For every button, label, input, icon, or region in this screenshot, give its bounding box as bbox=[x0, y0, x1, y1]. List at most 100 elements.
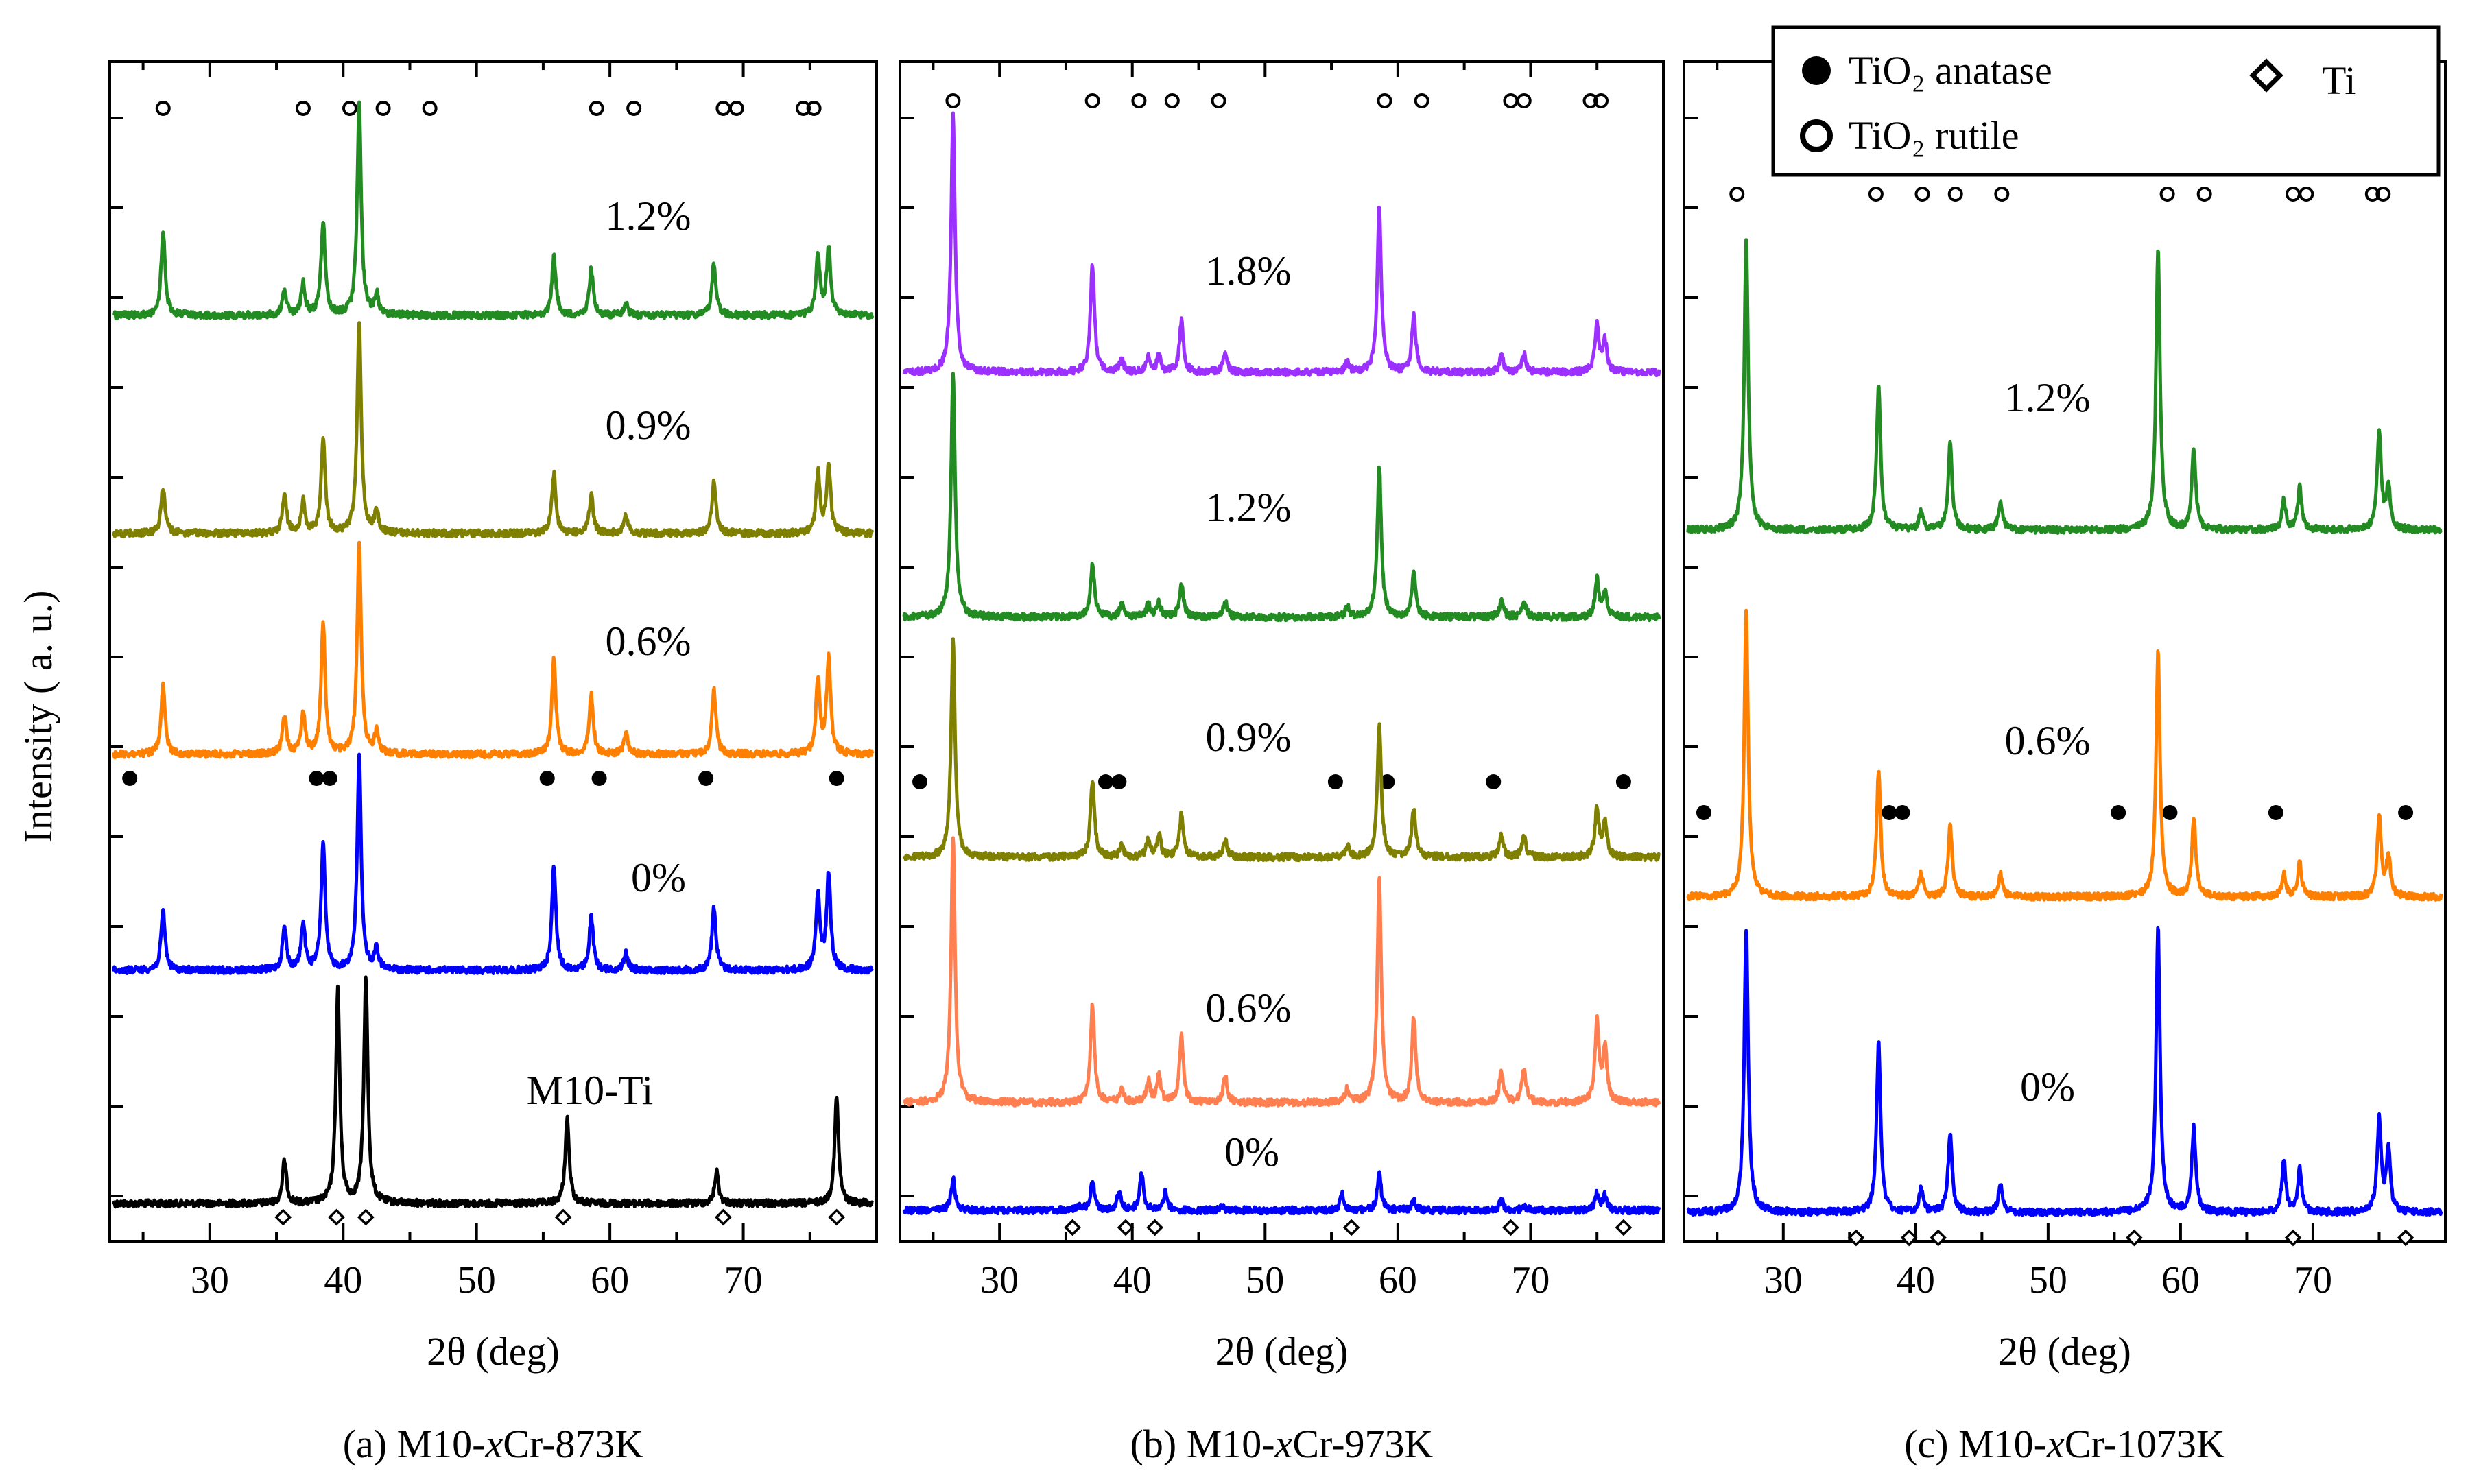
anatase-marker bbox=[591, 771, 607, 786]
rutile-marker bbox=[1914, 187, 1930, 202]
caption-part: Cr-1073K bbox=[2065, 1422, 2225, 1466]
x-tick-label: 50 bbox=[2029, 1259, 2067, 1302]
legend-anatase-text: TiO₂ anatase bbox=[1849, 48, 2052, 93]
legend-box bbox=[1771, 25, 2441, 177]
x-tick-label: 70 bbox=[1511, 1259, 1550, 1302]
ti-marker bbox=[357, 1208, 375, 1226]
rutile-marker bbox=[1593, 93, 1609, 108]
x-tick-label: 30 bbox=[980, 1259, 1019, 1302]
rutile-marker bbox=[2375, 187, 2391, 202]
series-label: 1.8% bbox=[1206, 248, 1292, 294]
caption-part: (b) M10- bbox=[1130, 1422, 1275, 1466]
series-line-18 bbox=[902, 111, 1661, 378]
series-line-0 bbox=[1686, 926, 2443, 1217]
series-label: 0% bbox=[1224, 1129, 1279, 1175]
ti-marker bbox=[1064, 1219, 1082, 1236]
x-axis-label: 2θ (deg) bbox=[1998, 1329, 2131, 1374]
series-line-0 bbox=[902, 1170, 1661, 1216]
anatase-marker bbox=[1379, 774, 1395, 789]
rutile-marker bbox=[1729, 187, 1745, 202]
rutile-marker bbox=[1211, 93, 1226, 108]
rutile-marker bbox=[589, 101, 604, 116]
rutile-marker bbox=[2364, 187, 2380, 202]
anatase-marker bbox=[1111, 774, 1127, 789]
rutile-marker bbox=[728, 101, 744, 116]
rutile-marker bbox=[806, 101, 822, 116]
rutile-marker bbox=[342, 101, 357, 116]
ti-marker bbox=[1117, 1219, 1135, 1236]
rutile-marker bbox=[1947, 187, 1963, 202]
rutile-marker bbox=[626, 101, 642, 116]
rutile-marker bbox=[1516, 93, 1532, 108]
rutile-marker bbox=[945, 93, 961, 108]
x-tick-label: 50 bbox=[458, 1259, 496, 1302]
anatase-marker bbox=[912, 774, 928, 789]
ti-marker bbox=[2397, 1229, 2414, 1247]
legend-rutile: TiO₂ rutile bbox=[1849, 113, 2019, 158]
anatase-icon bbox=[1802, 56, 1831, 85]
caption-part: x bbox=[484, 1422, 503, 1466]
anatase-marker bbox=[1895, 805, 1910, 820]
panel-b: 30 40 50 60 70 2θ (deg) (b) M10-xCr-973K 0% 0.6%… bbox=[899, 60, 1665, 1466]
caption-part: Cr-873K bbox=[503, 1422, 643, 1466]
series-label: 0.6% bbox=[2005, 718, 2091, 763]
series-label: 1.2% bbox=[2005, 375, 2091, 420]
rutile-marker bbox=[1503, 93, 1519, 108]
x-tick-label: 30 bbox=[1764, 1259, 1803, 1302]
rutile-marker bbox=[1868, 187, 1884, 202]
ti-marker bbox=[554, 1208, 572, 1226]
series-label: 0.9% bbox=[606, 403, 691, 448]
series-label: 0.6% bbox=[1206, 985, 1292, 1031]
ti-marker bbox=[1847, 1229, 1865, 1247]
series-line-09 bbox=[902, 637, 1661, 863]
anatase-marker bbox=[2162, 805, 2178, 820]
panel-a: 30 40 50 60 70 2θ (deg) (a) M10-xCr-873K M10-Ti… bbox=[108, 60, 878, 1466]
x-tick-label: 40 bbox=[324, 1259, 362, 1302]
y-axis-label: Intensity ( a. u.) bbox=[16, 590, 60, 843]
anatase-marker bbox=[122, 771, 138, 786]
anatase-marker bbox=[2111, 805, 2126, 820]
ti-marker bbox=[2284, 1229, 2302, 1247]
caption-part: x bbox=[1274, 1422, 1293, 1466]
x-tick-label: 60 bbox=[1379, 1259, 1417, 1302]
caption-part: (c) M10- bbox=[1904, 1422, 2047, 1466]
x-tick-label: 40 bbox=[1113, 1259, 1152, 1302]
series-label: 0.6% bbox=[606, 619, 691, 664]
series-label: 1.2% bbox=[606, 193, 691, 239]
series-line-06 bbox=[903, 836, 1661, 1108]
series-label: 0% bbox=[2020, 1064, 2075, 1110]
rutile-marker bbox=[2299, 187, 2314, 202]
ti-marker bbox=[1930, 1229, 1947, 1247]
caption-part: (a) M10- bbox=[343, 1422, 486, 1466]
rutile-marker bbox=[796, 101, 811, 116]
x-axis-label: 2θ (deg) bbox=[427, 1329, 560, 1374]
ti-marker bbox=[828, 1208, 846, 1226]
rutile-marker bbox=[1582, 93, 1598, 108]
ti-marker bbox=[1342, 1219, 1360, 1236]
rutile-marker bbox=[422, 101, 438, 116]
caption-part: Cr-973K bbox=[1292, 1422, 1433, 1466]
plot-frame bbox=[108, 60, 878, 1243]
x-tick-label: 70 bbox=[2294, 1259, 2332, 1302]
x-tick-label: 60 bbox=[2161, 1259, 2200, 1302]
series-line-06 bbox=[112, 540, 875, 760]
rutile-marker bbox=[375, 101, 391, 116]
series-label: M10-Ti bbox=[527, 1068, 654, 1113]
plot-frame bbox=[899, 60, 1665, 1243]
panel-caption: (c) M10-xCr-1073K bbox=[1904, 1422, 2225, 1466]
anatase-marker bbox=[1882, 805, 1897, 820]
panel-c: 30 40 50 60 70 2θ (deg) (c) M10-xCr-1073K 0% 0.6… bbox=[1683, 60, 2447, 1466]
ti-marker bbox=[1502, 1219, 1519, 1236]
rutile-marker bbox=[1164, 93, 1180, 108]
series-line-06 bbox=[1686, 608, 2443, 902]
anatase-marker bbox=[1615, 774, 1631, 789]
anatase-marker bbox=[309, 771, 324, 786]
anatase-marker bbox=[322, 771, 337, 786]
ti-marker bbox=[1900, 1229, 1918, 1247]
series-line-M10Ti bbox=[112, 975, 874, 1209]
series-label: 0.9% bbox=[1206, 715, 1292, 760]
rutile-marker bbox=[715, 101, 731, 116]
ti-marker bbox=[274, 1208, 292, 1226]
anatase-marker bbox=[2268, 805, 2283, 820]
